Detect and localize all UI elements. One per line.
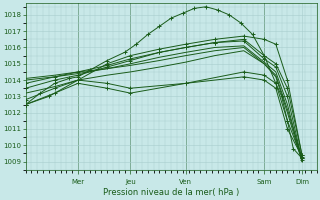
- X-axis label: Pression niveau de la mer( hPa ): Pression niveau de la mer( hPa ): [103, 188, 239, 197]
